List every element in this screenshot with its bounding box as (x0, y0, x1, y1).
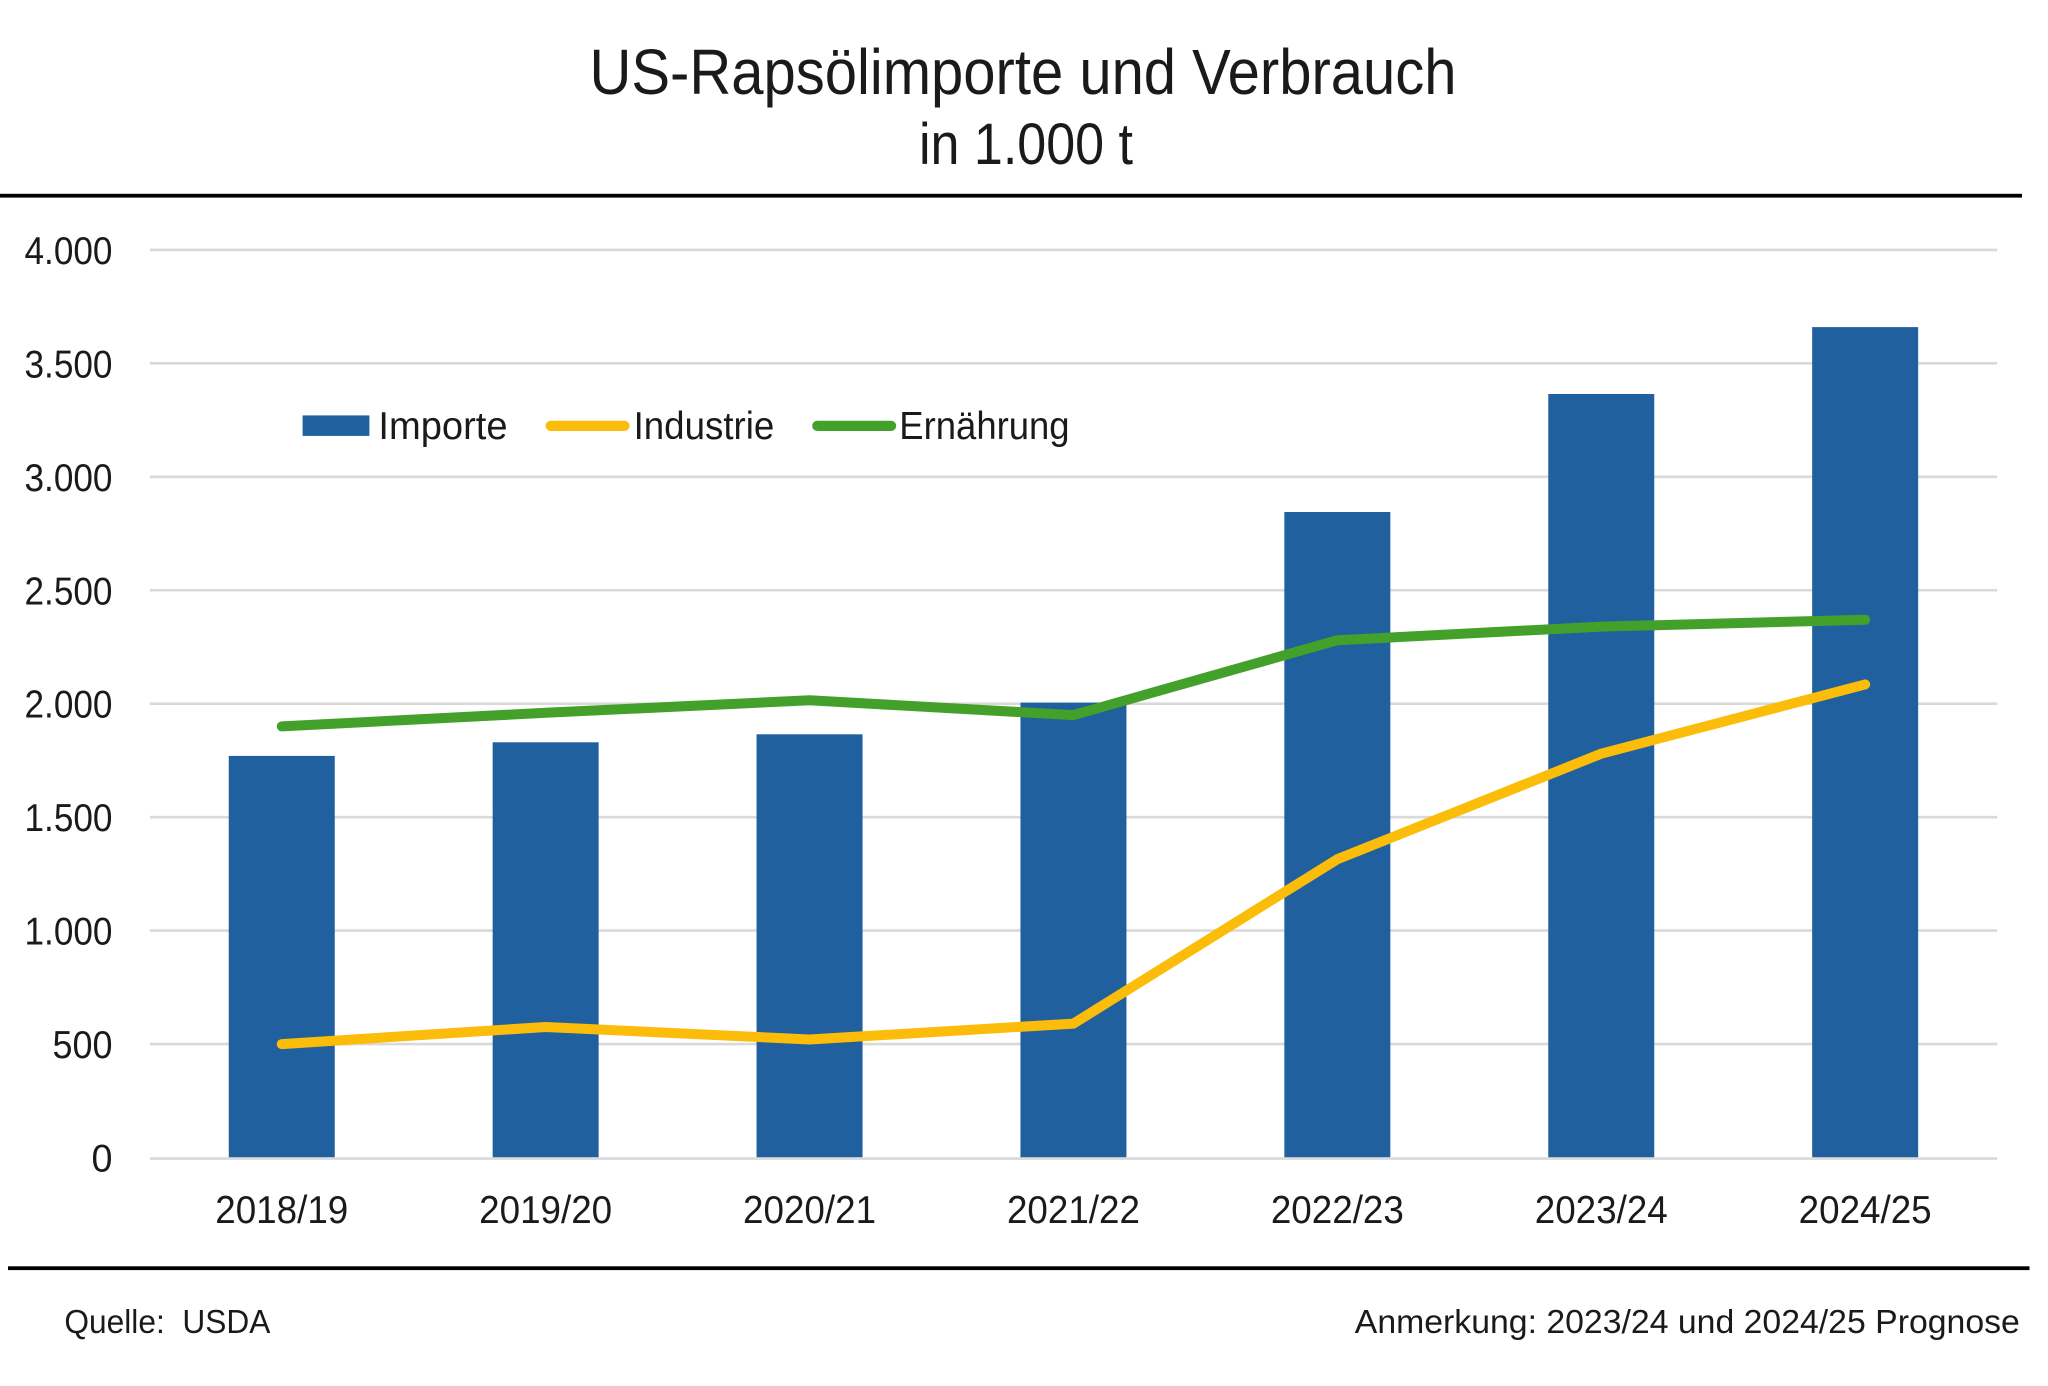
svg-text:2024/25: 2024/25 (1799, 1189, 1932, 1232)
svg-text:Importe: Importe (378, 405, 507, 448)
svg-text:1.500: 1.500 (25, 797, 113, 840)
svg-text:4.000: 4.000 (25, 230, 113, 273)
svg-text:2.500: 2.500 (25, 570, 113, 613)
svg-text:2.000: 2.000 (25, 684, 113, 727)
svg-text:2018/19: 2018/19 (215, 1189, 348, 1232)
svg-text:2022/23: 2022/23 (1271, 1189, 1404, 1232)
svg-text:Quelle: USDA: Quelle: USDA (64, 1304, 271, 1341)
svg-text:US-Rapsölimporte und Verbrauch: US-Rapsölimporte und Verbrauch (590, 36, 1457, 108)
svg-text:3.500: 3.500 (25, 343, 113, 386)
svg-text:in 1.000 t: in 1.000 t (919, 112, 1133, 177)
svg-text:1.000: 1.000 (25, 911, 113, 954)
svg-text:500: 500 (53, 1024, 113, 1067)
svg-text:2021/22: 2021/22 (1007, 1189, 1140, 1232)
svg-text:Ernährung: Ernährung (899, 405, 1069, 448)
svg-text:3.000: 3.000 (25, 457, 113, 500)
svg-text:Industrie: Industrie (634, 405, 775, 448)
svg-text:2023/24: 2023/24 (1535, 1189, 1668, 1232)
svg-text:0: 0 (92, 1138, 113, 1181)
svg-text:2019/20: 2019/20 (479, 1189, 612, 1232)
svg-text:2020/21: 2020/21 (743, 1189, 876, 1232)
svg-text:Anmerkung: 2023/24 und 2024/25: Anmerkung: 2023/24 und 2024/25 Prognose (1355, 1304, 2020, 1341)
